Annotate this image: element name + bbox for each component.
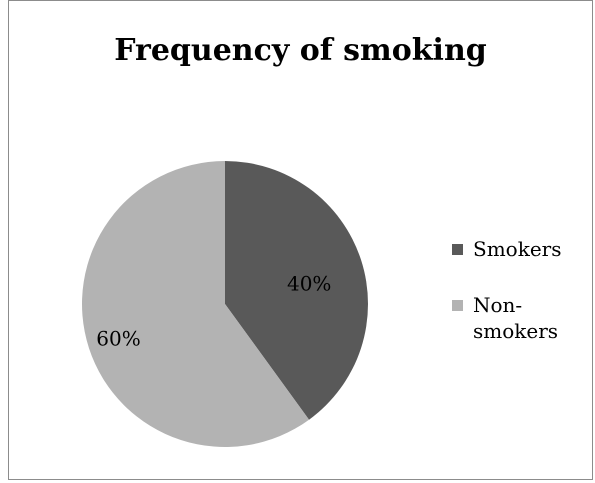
- data-label-non-smokers: 60%: [96, 327, 140, 351]
- legend-item-smokers: Smokers: [452, 236, 595, 262]
- pie-chart: 40% 60%: [81, 161, 368, 447]
- legend: Smokers Non- smokers: [452, 236, 595, 344]
- legend-label-smokers: Smokers: [473, 237, 562, 261]
- pie-slice-smokers: [225, 161, 368, 420]
- data-label-smokers: 40%: [287, 271, 331, 295]
- legend-label-non-smokers: Non- smokers: [473, 293, 559, 343]
- pie-slice-non-smokers: [81, 161, 310, 447]
- legend-swatch-non-smokers: [452, 300, 463, 311]
- chart-title: Frequency of smoking: [114, 33, 487, 68]
- chart-frame: Frequency of smoking 40% 60% Smokers Non-…: [8, 0, 593, 480]
- legend-item-non-smokers: Non- smokers: [452, 292, 595, 344]
- legend-swatch-smokers: [452, 244, 463, 255]
